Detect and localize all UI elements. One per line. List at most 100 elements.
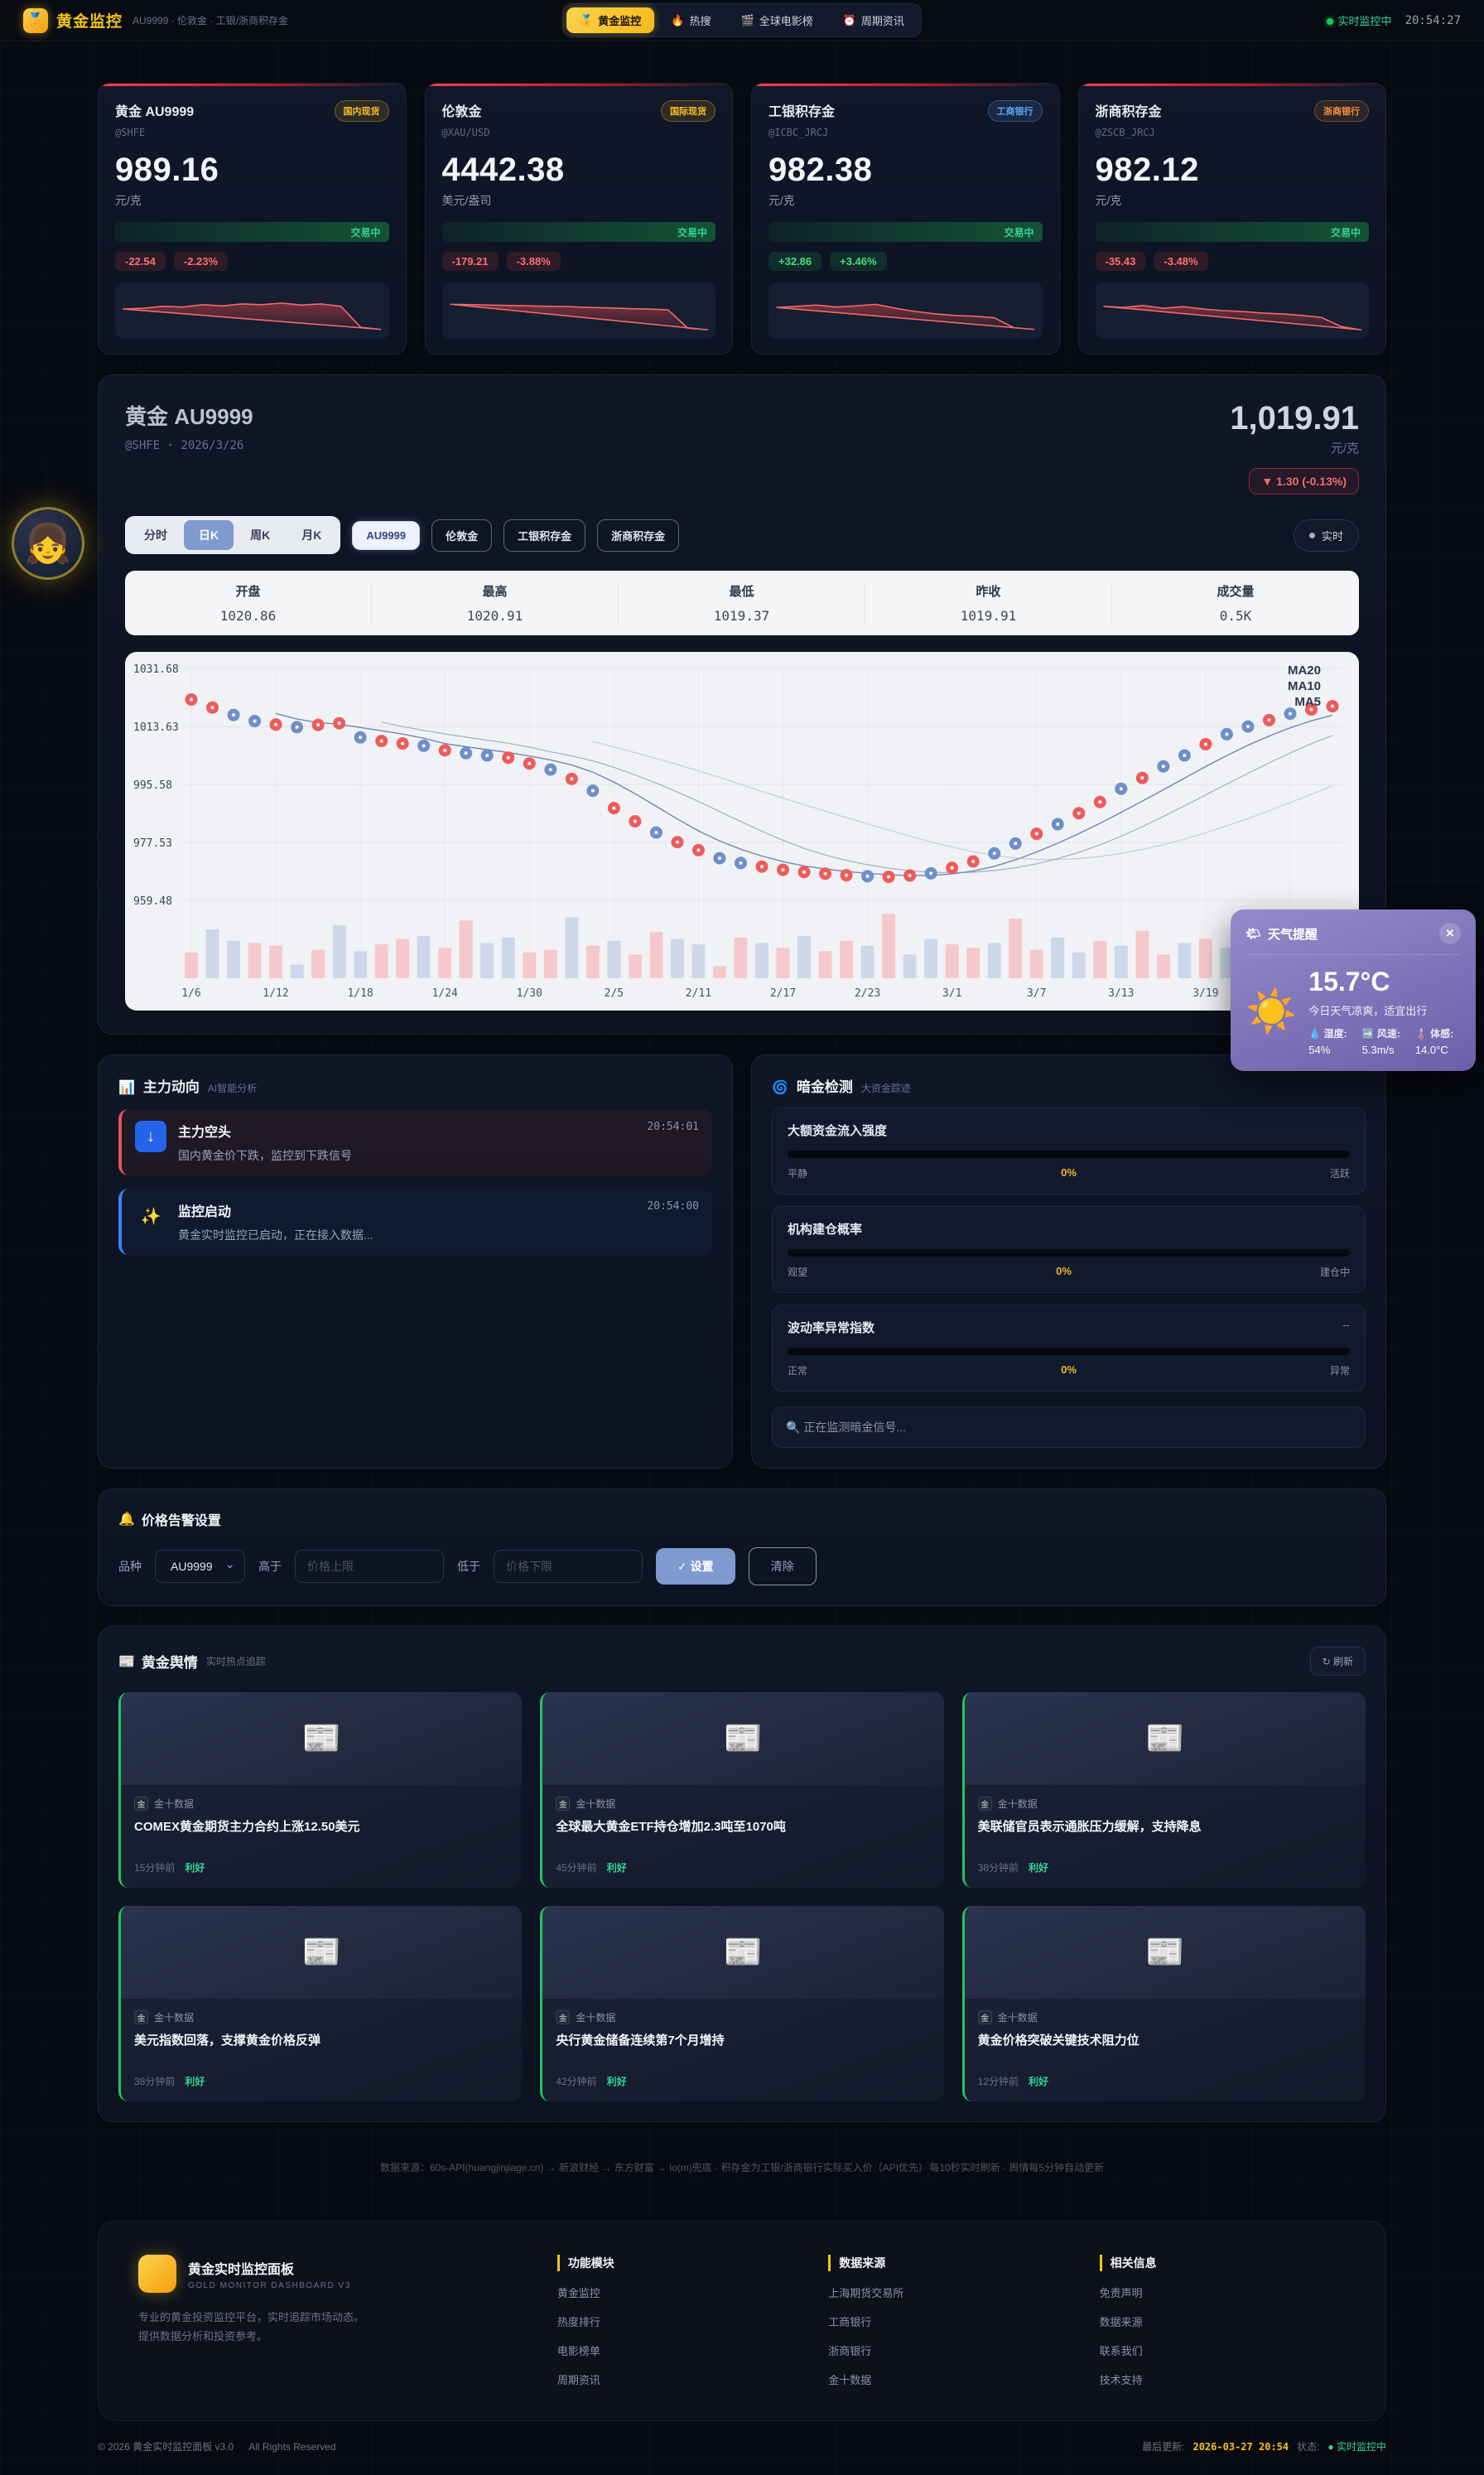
ticker-source: @ZSCB_JRCJ — [1095, 127, 1155, 138]
gauge-value: 0% — [1056, 1265, 1072, 1277]
news-headline: 全球最大黄金ETF持仓增加2.3吨至1070吨 — [556, 1820, 786, 1834]
news-item[interactable]: 📰 金金十数据 黄金价格突破关键技术阻力位 12分钟前 利好 — [961, 1906, 1366, 2101]
gauge-bar — [788, 1348, 1350, 1355]
news-thumb-icon: 📰 — [121, 1692, 523, 1785]
stat-volume-label: 成交量 — [1217, 585, 1255, 599]
status-label: 状态: — [1297, 2441, 1320, 2453]
symbol-select-wrap: AU9999 — [155, 1550, 245, 1583]
ticker-change-pct: -3.48% — [1154, 252, 1208, 271]
ticker-sparkline — [449, 303, 708, 330]
ticker-badge: 国内现货 — [334, 100, 389, 122]
svg-text:1/24: 1/24 — [432, 987, 458, 1000]
alert-time: 20:54:01 — [647, 1121, 699, 1133]
clear-alert-button[interactable]: 清除 — [748, 1547, 817, 1585]
gold-coin-icon: 金 — [977, 1797, 992, 1811]
chart-symbol-title: 黄金 AU9999 — [125, 404, 253, 429]
period-tab-intraday[interactable]: 分时 — [129, 520, 182, 550]
nav-tab-gold[interactable]: 🏅 黄金监控 — [566, 7, 655, 33]
news-item[interactable]: 📰 金金十数据 央行黄金储备连续第7个月增持 42分钟前 利好 — [540, 1906, 944, 2101]
above-label: 高于 — [258, 1560, 282, 1573]
news-source: 金十数据 — [997, 1798, 1038, 1810]
footer-link[interactable]: 电影榜单 — [556, 2345, 600, 2357]
ticker-source: @XAU/USD — [441, 127, 490, 138]
gauge-left-label: 观望 — [788, 1266, 808, 1278]
ai-alert-bearish[interactable]: ↓ 主力空头 20:54:01 国内黄金价下跌，监控到下跌信号 — [118, 1109, 712, 1175]
wind-label: 风速: — [1376, 1028, 1400, 1040]
weather-popup: 🌤 天气提醒 ✕ ☀️ 15.7°C 今日天气凉爽，适宜出行 💧 湿度: 54%… — [1231, 909, 1476, 1071]
svg-text:1031.68: 1031.68 — [133, 663, 179, 676]
nav-tab-hot[interactable]: 🔥 热搜 — [658, 7, 724, 33]
fire-icon: 🔥 — [671, 13, 685, 27]
stat-open-label: 开盘 — [235, 585, 261, 599]
footer-link[interactable]: 数据来源 — [1099, 2316, 1143, 2328]
ticker-unit: 美元/盎司 — [441, 194, 492, 207]
updated-value: 2026-03-27 20:54 — [1192, 2440, 1289, 2453]
footer-link[interactable]: 工商银行 — [828, 2316, 872, 2328]
news-source: 金十数据 — [576, 1798, 616, 1810]
ticker-card-au9999[interactable]: 黄金 AU9999 国内现货 @SHFE 989.16 元/克 交易中 -22.… — [98, 83, 407, 355]
symbol-tab-london[interactable]: 伦敦金 — [431, 519, 493, 552]
ticker-price: 982.38 — [768, 152, 873, 188]
data-source-line: 数据来源：60s-API(huangjinjiage.cn) → 新浪财经 → … — [379, 2162, 1105, 2173]
news-sentiment-tag: 利好 — [606, 1862, 627, 1874]
footer-link[interactable]: 上海期货交易所 — [828, 2287, 904, 2299]
footer-link[interactable]: 金十数据 — [828, 2374, 872, 2386]
ma-legend: MA20 MA10 MA5 — [1288, 663, 1321, 710]
symbol-select[interactable]: AU9999 — [155, 1550, 245, 1583]
news-source: 金十数据 — [576, 2012, 616, 2024]
footer-link[interactable]: 联系我们 — [1099, 2345, 1143, 2357]
app-logo-icon: 🏅 — [23, 7, 48, 33]
news-source: 金十数据 — [154, 1798, 195, 1810]
footer-link[interactable]: 技术支持 — [1099, 2374, 1143, 2386]
svg-text:1/30: 1/30 — [517, 987, 542, 1000]
assistant-avatar[interactable]: 👧 — [12, 507, 84, 580]
set-alert-button[interactable]: ✓ 设置 — [656, 1548, 735, 1585]
live-status-text: 实时监控中 — [1337, 14, 1392, 27]
ticker-badge: 工商银行 — [987, 100, 1043, 122]
footer-link[interactable]: 热度排行 — [556, 2316, 600, 2328]
kline-chart[interactable]: MA20 MA10 MA5 1031.68 1013.63 995.58 977.53… — [125, 652, 1359, 1011]
symbol-tab-au9999[interactable]: AU9999 — [352, 520, 421, 550]
nav-tab-movies[interactable]: 🎬 全球电影榜 — [728, 7, 826, 33]
news-item[interactable]: 📰 金金十数据 COMEX黄金期货主力合约上涨12.50美元 15分钟前 利好 — [118, 1692, 523, 1888]
ticker-card-zscb-gold[interactable]: 浙商积存金 浙商银行 @ZSCB_JRCJ 982.12 元/克 交易中 -35… — [1077, 83, 1386, 355]
gauge-right-label: 建仓中 — [1319, 1266, 1350, 1278]
news-source: 金十数据 — [154, 2012, 195, 2024]
period-tab-daily[interactable]: 日K — [184, 520, 234, 550]
news-headline: 黄金价格突破关键技术阻力位 — [977, 2034, 1140, 2048]
ticker-change: -22.54 — [115, 252, 166, 271]
news-item[interactable]: 📰 金金十数据 美元指数回落，支撑黄金价格反弹 38分钟前 利好 — [118, 1906, 523, 2101]
ticker-card-london-gold[interactable]: 伦敦金 国际现货 @XAU/USD 4442.38 美元/盎司 交易中 -179… — [424, 83, 733, 355]
stat-low-label: 最低 — [729, 585, 754, 599]
news-time: 15分钟前 — [134, 1862, 176, 1874]
news-item[interactable]: 📰 金金十数据 美联储官员表示通胀压力缓解，支持降息 38分钟前 利好 — [961, 1692, 1366, 1888]
ticker-cards-row: 黄金 AU9999 国内现货 @SHFE 989.16 元/克 交易中 -22.… — [98, 83, 1386, 355]
symbol-tab-icbc[interactable]: 工银积存金 — [504, 519, 586, 552]
upper-price-input[interactable] — [295, 1550, 444, 1583]
footer-link[interactable]: 黄金监控 — [556, 2287, 600, 2299]
footer-link[interactable]: 周期资讯 — [556, 2374, 600, 2386]
ticker-badge: 国际现货 — [661, 100, 716, 122]
footer: 黄金实时监控面板 GOLD MONITOR DASHBOARD V3 专业的黄金… — [98, 2221, 1386, 2421]
bottom-bar: © 2026 黄金实时监控面板 v3.0 All Rights Reserved… — [98, 2439, 1386, 2453]
footer-link[interactable]: 浙商银行 — [828, 2345, 872, 2357]
symbol-tab-zscb[interactable]: 浙商积存金 — [597, 519, 680, 552]
newspaper-icon: 📰 — [118, 1654, 135, 1669]
nav-tab-cycle[interactable]: ⏰ 周期资讯 — [830, 7, 918, 33]
lower-price-input[interactable] — [494, 1550, 643, 1583]
ticker-card-icbc-gold[interactable]: 工银积存金 工商银行 @ICBC_JRCJ 982.38 元/克 交易中 +32… — [751, 83, 1060, 355]
svg-text:3/7: 3/7 — [1027, 987, 1046, 1000]
realtime-pill[interactable]: 实时 — [1293, 519, 1359, 552]
footer-link[interactable]: 免责声明 — [1099, 2287, 1143, 2299]
feels-like-label: 体感: — [1430, 1028, 1454, 1040]
nav-tab-label: 热搜 — [689, 15, 711, 27]
news-item[interactable]: 📰 金金十数据 全球最大黄金ETF持仓增加2.3吨至1070吨 45分钟前 利好 — [540, 1692, 944, 1888]
gauge-label: 波动率异常指数 — [788, 1321, 875, 1335]
close-icon[interactable]: ✕ — [1439, 923, 1461, 944]
gauge-fund-inflow: 大额资金流入强度 平静 0% 活跃 — [772, 1107, 1366, 1194]
ai-alert-start[interactable]: ✨ 监控启动 20:54:00 黄金实时监控已启动，正在接入数据... — [118, 1189, 712, 1255]
refresh-news-button[interactable]: ↻ 刷新 — [1309, 1647, 1366, 1676]
period-tab-monthly[interactable]: 月K — [287, 520, 336, 550]
gauge-label: 机构建仓概率 — [788, 1223, 863, 1237]
period-tab-weekly[interactable]: 周K — [235, 520, 285, 550]
